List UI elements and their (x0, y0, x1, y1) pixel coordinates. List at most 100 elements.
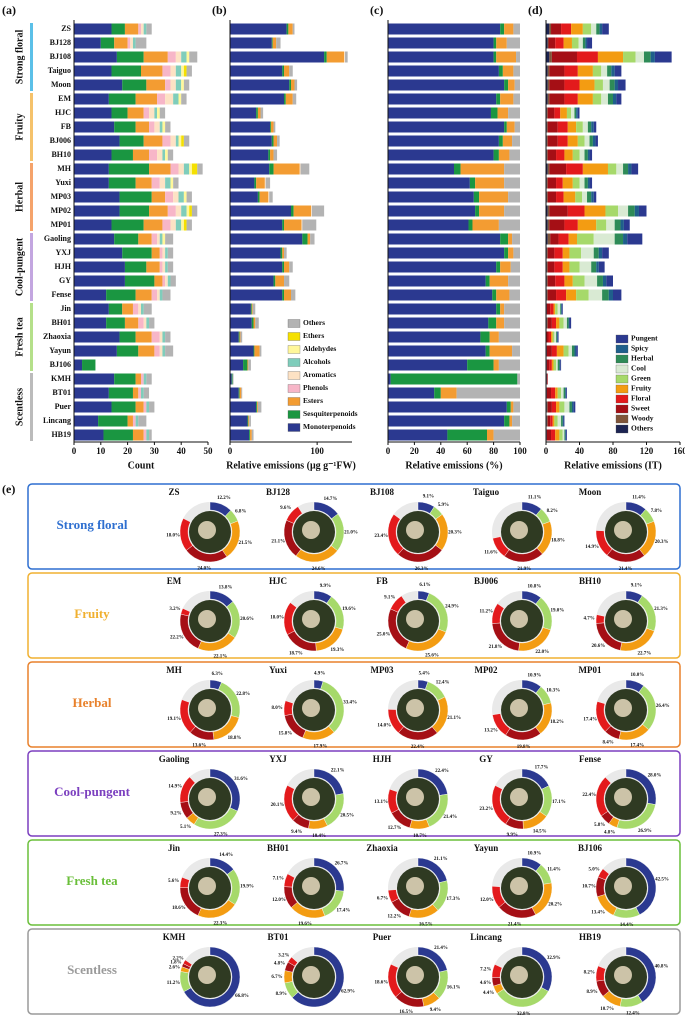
bar-segment (582, 163, 608, 175)
bar-segment (551, 359, 554, 371)
bar-segment (559, 359, 561, 371)
photo-flower (510, 610, 528, 628)
bar-segment (585, 37, 588, 49)
bar-segment (546, 79, 548, 91)
bar-segment (191, 163, 198, 175)
photo-flower (614, 699, 632, 717)
legend-swatch (287, 345, 301, 354)
legend-swatch (287, 410, 301, 419)
bar-segment (74, 317, 107, 329)
bar-segment (500, 233, 509, 245)
bar-segment (547, 79, 550, 91)
donut-label: 11.2% (480, 609, 493, 614)
bar-segment (230, 373, 232, 385)
bar-segment (582, 121, 588, 133)
photo-flower (198, 610, 216, 628)
bar-segment (165, 121, 171, 133)
bar-segment (554, 261, 563, 273)
donut-label: 26.7% (335, 861, 349, 866)
bar-segment (547, 65, 550, 77)
legend-label: Esters (303, 396, 323, 405)
donut-segment (287, 956, 298, 967)
bar-segment (571, 37, 579, 49)
bar-segment (587, 121, 592, 133)
bar-segment (162, 345, 166, 357)
bar-segment (593, 121, 597, 133)
bar-segment (146, 429, 150, 441)
bar-segment (571, 401, 574, 413)
bar-segment (564, 219, 578, 231)
bar-segment (566, 429, 567, 441)
x-tick-label: 20 (410, 446, 420, 456)
bar-segment (141, 387, 144, 399)
bar-segment (159, 345, 163, 357)
bar-segment (560, 359, 562, 371)
bar-segment (282, 289, 285, 301)
bar-segment (154, 107, 158, 119)
bar-segment (273, 135, 278, 147)
bar-segment (181, 205, 187, 217)
bar-segment (388, 191, 474, 203)
bar-segment (132, 149, 150, 161)
bar-segment (141, 65, 163, 77)
donut-label: 17.7% (535, 766, 549, 771)
bar-segment (159, 289, 163, 301)
bar-segment (111, 149, 133, 161)
donut-segment (409, 819, 430, 830)
bar-segment (230, 303, 251, 315)
donut-label: 10.0% (631, 673, 645, 678)
bar-segment (566, 387, 567, 399)
donut-label: 21.1% (271, 540, 285, 545)
bar-segment (132, 303, 139, 315)
bar-segment (191, 205, 198, 217)
cultivar-name: Taiguo (473, 487, 500, 497)
bar-segment (554, 415, 558, 427)
bar-segment (635, 51, 644, 63)
cultivar-name: MH (166, 665, 182, 675)
bar-segment (138, 387, 141, 399)
legend-label: Herbal (631, 354, 654, 363)
bar-segment (549, 219, 565, 231)
donut-label: 9.1% (631, 584, 642, 589)
bar-segment (606, 219, 615, 231)
donut-label: 5.1% (180, 825, 191, 830)
group-name: Fruity (74, 606, 110, 621)
bar-segment (230, 345, 254, 357)
donut-label: 22.8% (236, 692, 250, 697)
bar-segment (100, 37, 115, 49)
bar-segment (183, 65, 187, 77)
bar-segment (627, 233, 643, 245)
bar-segment (230, 359, 244, 371)
bar-segment (504, 163, 520, 175)
bar-segment (581, 247, 594, 259)
donut-segment (595, 530, 613, 556)
bar-segment (506, 401, 511, 413)
bar-segment (173, 191, 179, 203)
donut-label: 2.6% (169, 965, 180, 970)
bar-segment (643, 51, 651, 63)
donut-label: 21.1% (434, 857, 448, 862)
bar-segment (132, 37, 136, 49)
bar-segment (186, 65, 192, 77)
bar-segment (560, 107, 567, 119)
donut-label: 19.6% (342, 607, 356, 612)
bar-segment (302, 233, 308, 245)
bar-segment (492, 289, 497, 301)
bar-segment (587, 37, 593, 49)
bar-segment (498, 359, 520, 371)
bar-segment (135, 37, 147, 49)
bar-segment (599, 23, 603, 35)
bar-segment (230, 163, 270, 175)
donut-label: 20.5% (340, 814, 354, 819)
bar-segment (98, 415, 128, 427)
bar-segment (504, 177, 520, 189)
bar-segment (509, 415, 513, 427)
bar-segment (576, 233, 594, 245)
bar-segment (326, 51, 345, 63)
bar-segment (555, 37, 564, 49)
bar-segment (513, 401, 520, 413)
bar-segment (546, 345, 552, 357)
bar-segment (74, 51, 117, 63)
bar-segment (577, 65, 593, 77)
donut-label: 19.6% (298, 922, 312, 927)
